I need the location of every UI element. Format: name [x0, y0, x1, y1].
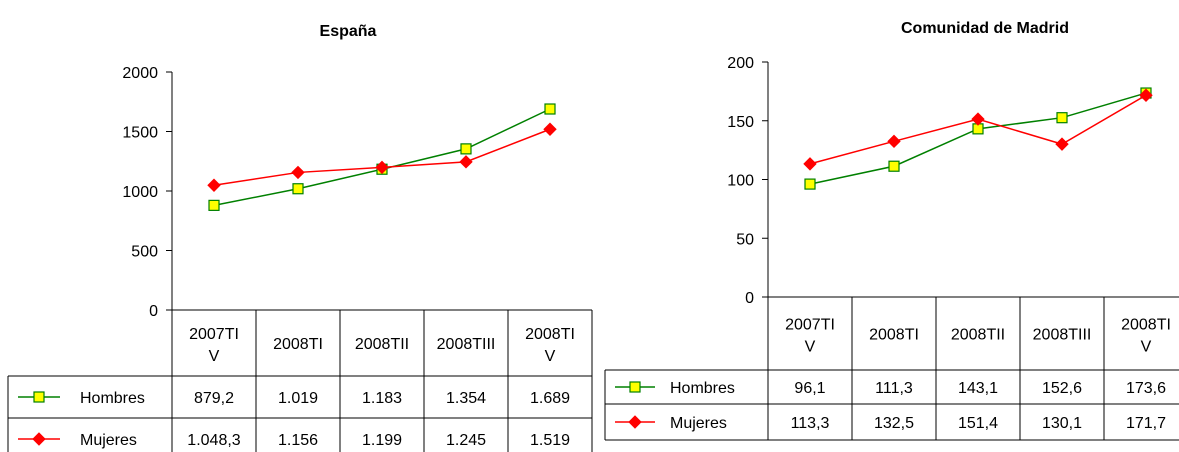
madrid-series-line-hombres [809, 92, 1147, 185]
madrid-point-mujeres [1055, 137, 1069, 151]
spain-y-tick-label: 1500 [122, 125, 158, 142]
spain-y-tick-label: 1000 [122, 184, 158, 201]
spain-y-tick-label: 2000 [122, 65, 158, 82]
madrid-point-hombres [804, 178, 816, 190]
madrid-y-tick-label: 150 [727, 114, 754, 131]
spain-category-label: 2008TIII [437, 336, 496, 353]
madrid-legend-label-mujeres: Mujeres [670, 415, 727, 432]
madrid-point-mujeres [803, 157, 817, 171]
spain-point-mujeres [543, 122, 557, 136]
spain-legend-label-mujeres: Mujeres [80, 432, 137, 449]
madrid-cell-mujeres: 171,7 [1126, 415, 1166, 432]
madrid-point-hombres [888, 160, 900, 172]
spain-point-mujeres [459, 155, 473, 169]
spain-legend-marker-mujeres [32, 432, 46, 446]
madrid-category-label: 2008TII [951, 327, 1005, 344]
spain-cell-hombres: 1.689 [530, 390, 570, 407]
spain-category-label: 2008TII [355, 336, 409, 353]
spain-cell-mujeres: 1.519 [530, 432, 570, 449]
madrid-cell-hombres: 173,6 [1126, 380, 1166, 397]
madrid-chart-title: Comunidad de Madrid [901, 20, 1069, 37]
spain-legend-label-hombres: Hombres [80, 390, 145, 407]
madrid-legend-label-hombres: Hombres [670, 380, 735, 397]
madrid-y-tick-label: 100 [727, 173, 754, 190]
spain-category-label: 2008TI [525, 326, 575, 343]
madrid-category-label: 2007TI [785, 317, 835, 334]
spain-series-line-mujeres [213, 128, 551, 186]
spain-cell-mujeres: 1.048,3 [187, 432, 240, 449]
madrid-cell-hombres: 143,1 [958, 380, 998, 397]
spain-cell-mujeres: 1.156 [278, 432, 318, 449]
madrid-category-label: 2008TIII [1033, 327, 1092, 344]
madrid-cell-mujeres: 113,3 [791, 415, 830, 432]
madrid-cell-hombres: 111,3 [875, 380, 913, 397]
madrid-cell-mujeres: 130,1 [1042, 415, 1082, 432]
spain-point-mujeres [375, 160, 389, 175]
spain-cell-hombres: 1.354 [446, 390, 486, 407]
madrid-category-label-line2: V [1141, 339, 1152, 356]
madrid-y-tick-label: 50 [736, 231, 754, 248]
spain-cell-mujeres: 1.199 [362, 432, 402, 449]
spain-point-hombres [544, 103, 556, 115]
spain-point-hombres [208, 199, 220, 211]
spain-category-label-line2: V [545, 348, 556, 365]
madrid-legend-marker-mujeres [628, 415, 642, 429]
spain-legend-marker-hombres [33, 391, 45, 403]
spain-cell-hombres: 879,2 [194, 390, 234, 407]
madrid-point-hombres [1056, 112, 1068, 124]
spain-point-mujeres [291, 165, 305, 180]
madrid-category-label: 2008TI [869, 327, 919, 344]
spain-cell-hombres: 1.019 [278, 390, 318, 407]
madrid-cell-hombres: 96,1 [794, 380, 825, 397]
spain-category-label-line2: V [209, 348, 220, 365]
spain-y-tick-label: 0 [149, 303, 158, 320]
madrid-cell-mujeres: 132,5 [874, 415, 914, 432]
spain-cell-mujeres: 1.245 [446, 432, 486, 449]
madrid-category-label: 2008TI [1121, 317, 1171, 334]
madrid-point-mujeres [1139, 88, 1153, 102]
spain-category-label: 2007TI [189, 326, 239, 343]
spain-point-mujeres [207, 178, 221, 192]
madrid-legend-marker-hombres [629, 381, 641, 393]
spain-point-hombres [460, 143, 472, 155]
madrid-point-mujeres [887, 134, 901, 149]
madrid-category-label-line2: V [805, 339, 816, 356]
spain-chart-title: España [320, 23, 377, 40]
spain-point-hombres [292, 183, 304, 195]
madrid-cell-mujeres: 151,4 [958, 415, 998, 432]
madrid-y-tick-label: 0 [745, 290, 754, 307]
spain-series-line-hombres [213, 108, 551, 207]
spain-cell-hombres: 1.183 [362, 390, 402, 407]
madrid-point-mujeres [971, 112, 985, 126]
spain-category-label: 2008TI [273, 336, 323, 353]
madrid-y-tick-label: 200 [727, 55, 754, 72]
madrid-cell-hombres: 152,6 [1042, 380, 1082, 397]
spain-y-tick-label: 500 [131, 244, 158, 261]
